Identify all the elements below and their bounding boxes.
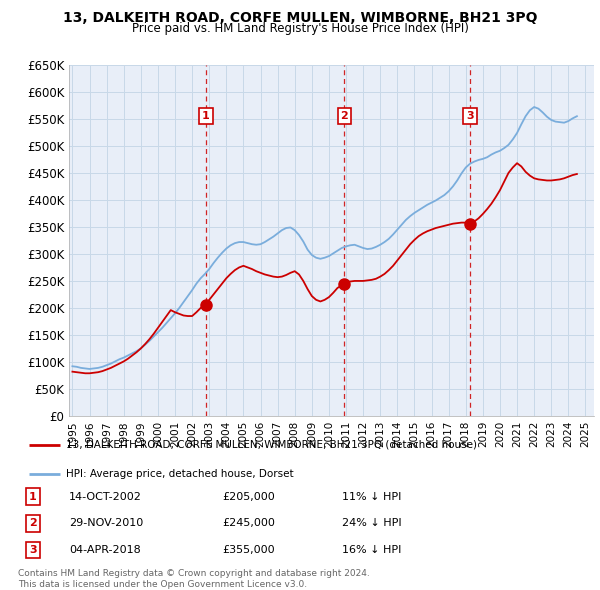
Text: 13, DALKEITH ROAD, CORFE MULLEN, WIMBORNE, BH21 3PQ: 13, DALKEITH ROAD, CORFE MULLEN, WIMBORN…	[63, 11, 537, 25]
Text: £355,000: £355,000	[222, 545, 275, 555]
Text: 24% ↓ HPI: 24% ↓ HPI	[342, 519, 401, 528]
Text: Contains HM Land Registry data © Crown copyright and database right 2024.
This d: Contains HM Land Registry data © Crown c…	[18, 569, 370, 589]
Text: 11% ↓ HPI: 11% ↓ HPI	[342, 492, 401, 502]
Text: 1: 1	[29, 492, 37, 502]
Text: 04-APR-2018: 04-APR-2018	[69, 545, 141, 555]
Text: 29-NOV-2010: 29-NOV-2010	[69, 519, 143, 528]
Text: £205,000: £205,000	[222, 492, 275, 502]
Text: 1: 1	[202, 111, 209, 121]
Text: Price paid vs. HM Land Registry's House Price Index (HPI): Price paid vs. HM Land Registry's House …	[131, 22, 469, 35]
Text: £245,000: £245,000	[222, 519, 275, 528]
Text: 3: 3	[29, 545, 37, 555]
Text: 14-OCT-2002: 14-OCT-2002	[69, 492, 142, 502]
Text: 2: 2	[341, 111, 349, 121]
Text: 13, DALKEITH ROAD, CORFE MULLEN, WIMBORNE, BH21 3PQ (detached house): 13, DALKEITH ROAD, CORFE MULLEN, WIMBORN…	[66, 440, 477, 450]
Text: 2: 2	[29, 519, 37, 528]
Text: HPI: Average price, detached house, Dorset: HPI: Average price, detached house, Dors…	[66, 470, 293, 480]
Text: 16% ↓ HPI: 16% ↓ HPI	[342, 545, 401, 555]
Text: 3: 3	[466, 111, 474, 121]
